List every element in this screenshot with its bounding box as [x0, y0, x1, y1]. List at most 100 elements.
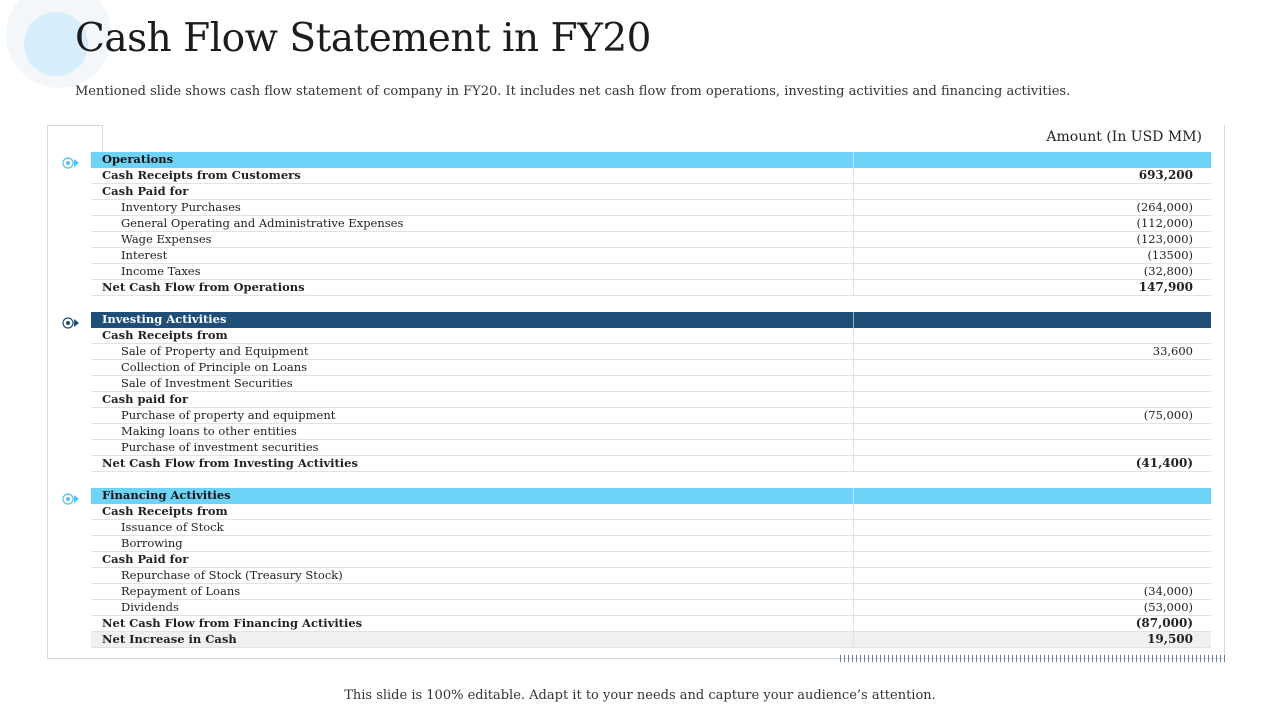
row-label: Sale of Investment Securities [121, 376, 293, 390]
row-label: Cash Paid for [102, 552, 189, 566]
column-divider [853, 376, 854, 391]
column-divider [853, 584, 854, 599]
table-row: Making loans to other entities [91, 424, 1211, 440]
target-arrow-icon [62, 490, 80, 505]
table-row: Purchase of investment securities [91, 440, 1211, 456]
row-amount: (32,800) [1143, 264, 1193, 278]
row-label: Wage Expenses [121, 232, 212, 246]
row-amount: (264,000) [1136, 200, 1193, 214]
row-label: Cash Receipts from [102, 504, 228, 518]
column-divider [853, 152, 854, 168]
subtotal-row: Net Cash Flow from Financing Activities (… [91, 616, 1211, 632]
table-row: Income Taxes (32,800) [91, 264, 1211, 280]
section-header-row: Investing Activities [91, 312, 1211, 328]
row-label: Financing Activities [102, 488, 231, 502]
column-divider [853, 408, 854, 423]
table-panel-tab [47, 125, 103, 153]
column-divider [853, 520, 854, 535]
row-label: General Operating and Administrative Exp… [121, 216, 404, 230]
column-divider [853, 600, 854, 615]
row-label: Borrowing [121, 536, 183, 550]
section-header-row: Operations [91, 152, 1211, 168]
row-amount: 19,500 [1147, 632, 1193, 646]
section-header-row: Financing Activities [91, 488, 1211, 504]
spacer-row [91, 472, 1211, 488]
row-label: Investing Activities [102, 312, 227, 326]
category-row: Cash Paid for [91, 184, 1211, 200]
subtotal-row: Net Cash Flow from Investing Activities (… [91, 456, 1211, 472]
column-divider [853, 280, 854, 295]
table-row: Collection of Principle on Loans [91, 360, 1211, 376]
slide-footer: This slide is 100% editable. Adapt it to… [344, 688, 936, 703]
table-row: Dividends (53,000) [91, 600, 1211, 616]
row-amount: (112,000) [1136, 216, 1193, 230]
column-divider [853, 456, 854, 471]
row-amount: (34,000) [1143, 584, 1193, 598]
table-row: Wage Expenses (123,000) [91, 232, 1211, 248]
row-label: Net Cash Flow from Investing Activities [102, 456, 358, 470]
table-row: Repayment of Loans (34,000) [91, 584, 1211, 600]
column-divider [853, 184, 854, 199]
column-divider [853, 344, 854, 359]
decorative-barcode [840, 655, 1226, 662]
row-label: Purchase of property and equipment [121, 408, 336, 422]
row-amount: (123,000) [1136, 232, 1193, 246]
row-label: Net Cash Flow from Operations [102, 280, 305, 294]
decorative-circle-inner [24, 12, 88, 76]
column-divider [853, 616, 854, 631]
cash-flow-table: Operations Cash Receipts from Customers 69… [91, 152, 1211, 648]
row-label: Interest [121, 248, 168, 262]
row-amount: (13500) [1147, 248, 1193, 262]
row-label: Cash Paid for [102, 184, 189, 198]
subtotal-row: Net Cash Flow from Operations 147,900 [91, 280, 1211, 296]
row-amount: (53,000) [1143, 600, 1193, 614]
row-label: Repurchase of Stock (Treasury Stock) [121, 568, 343, 582]
row-label: Net Increase in Cash [102, 632, 237, 646]
column-divider [853, 392, 854, 407]
category-row: Cash Receipts from Customers 693,200 [91, 168, 1211, 184]
table-row: Issuance of Stock [91, 520, 1211, 536]
column-divider [853, 216, 854, 231]
slide-title: Cash Flow Statement in FY20 [75, 16, 651, 61]
target-arrow-icon [62, 314, 80, 329]
table-row: Purchase of property and equipment (75,00… [91, 408, 1211, 424]
row-amount: 693,200 [1138, 168, 1193, 182]
row-label: Cash Receipts from Customers [102, 168, 301, 182]
column-divider [853, 440, 854, 455]
row-label: Collection of Principle on Loans [121, 360, 308, 374]
total-row: Net Increase in Cash 19,500 [91, 632, 1211, 648]
category-row: Cash Receipts from [91, 328, 1211, 344]
row-label: Net Cash Flow from Financing Activities [102, 616, 363, 630]
row-amount: (87,000) [1135, 616, 1193, 630]
row-amount: (41,400) [1135, 456, 1193, 470]
row-label: Repayment of Loans [121, 584, 241, 598]
row-label: Cash Receipts from [102, 328, 228, 342]
table-panel [47, 125, 1225, 659]
category-row: Cash Paid for [91, 552, 1211, 568]
spacer-row [91, 296, 1211, 312]
row-label: Sale of Property and Equipment [121, 344, 309, 358]
table-row: Borrowing [91, 536, 1211, 552]
column-divider [853, 328, 854, 343]
amount-column-header: Amount (In USD MM) [1046, 129, 1202, 145]
row-label: Cash paid for [102, 392, 189, 406]
column-divider [853, 536, 854, 551]
target-arrow-icon [62, 154, 80, 169]
table-row: General Operating and Administrative Exp… [91, 216, 1211, 232]
table-row: Interest (13500) [91, 248, 1211, 264]
column-divider [853, 312, 854, 328]
table-row: Sale of Property and Equipment 33,600 [91, 344, 1211, 360]
row-amount: 33,600 [1152, 344, 1193, 358]
column-divider [853, 200, 854, 215]
column-divider [853, 632, 854, 647]
category-row: Cash paid for [91, 392, 1211, 408]
row-label: Dividends [121, 600, 179, 614]
column-divider [853, 424, 854, 439]
row-label: Issuance of Stock [121, 520, 224, 534]
row-amount: 147,900 [1138, 280, 1193, 294]
row-label: Purchase of investment securities [121, 440, 319, 454]
slide-subtitle: Mentioned slide shows cash flow statemen… [75, 84, 1071, 99]
column-divider [853, 264, 854, 279]
column-divider [853, 168, 854, 183]
column-divider [853, 248, 854, 263]
